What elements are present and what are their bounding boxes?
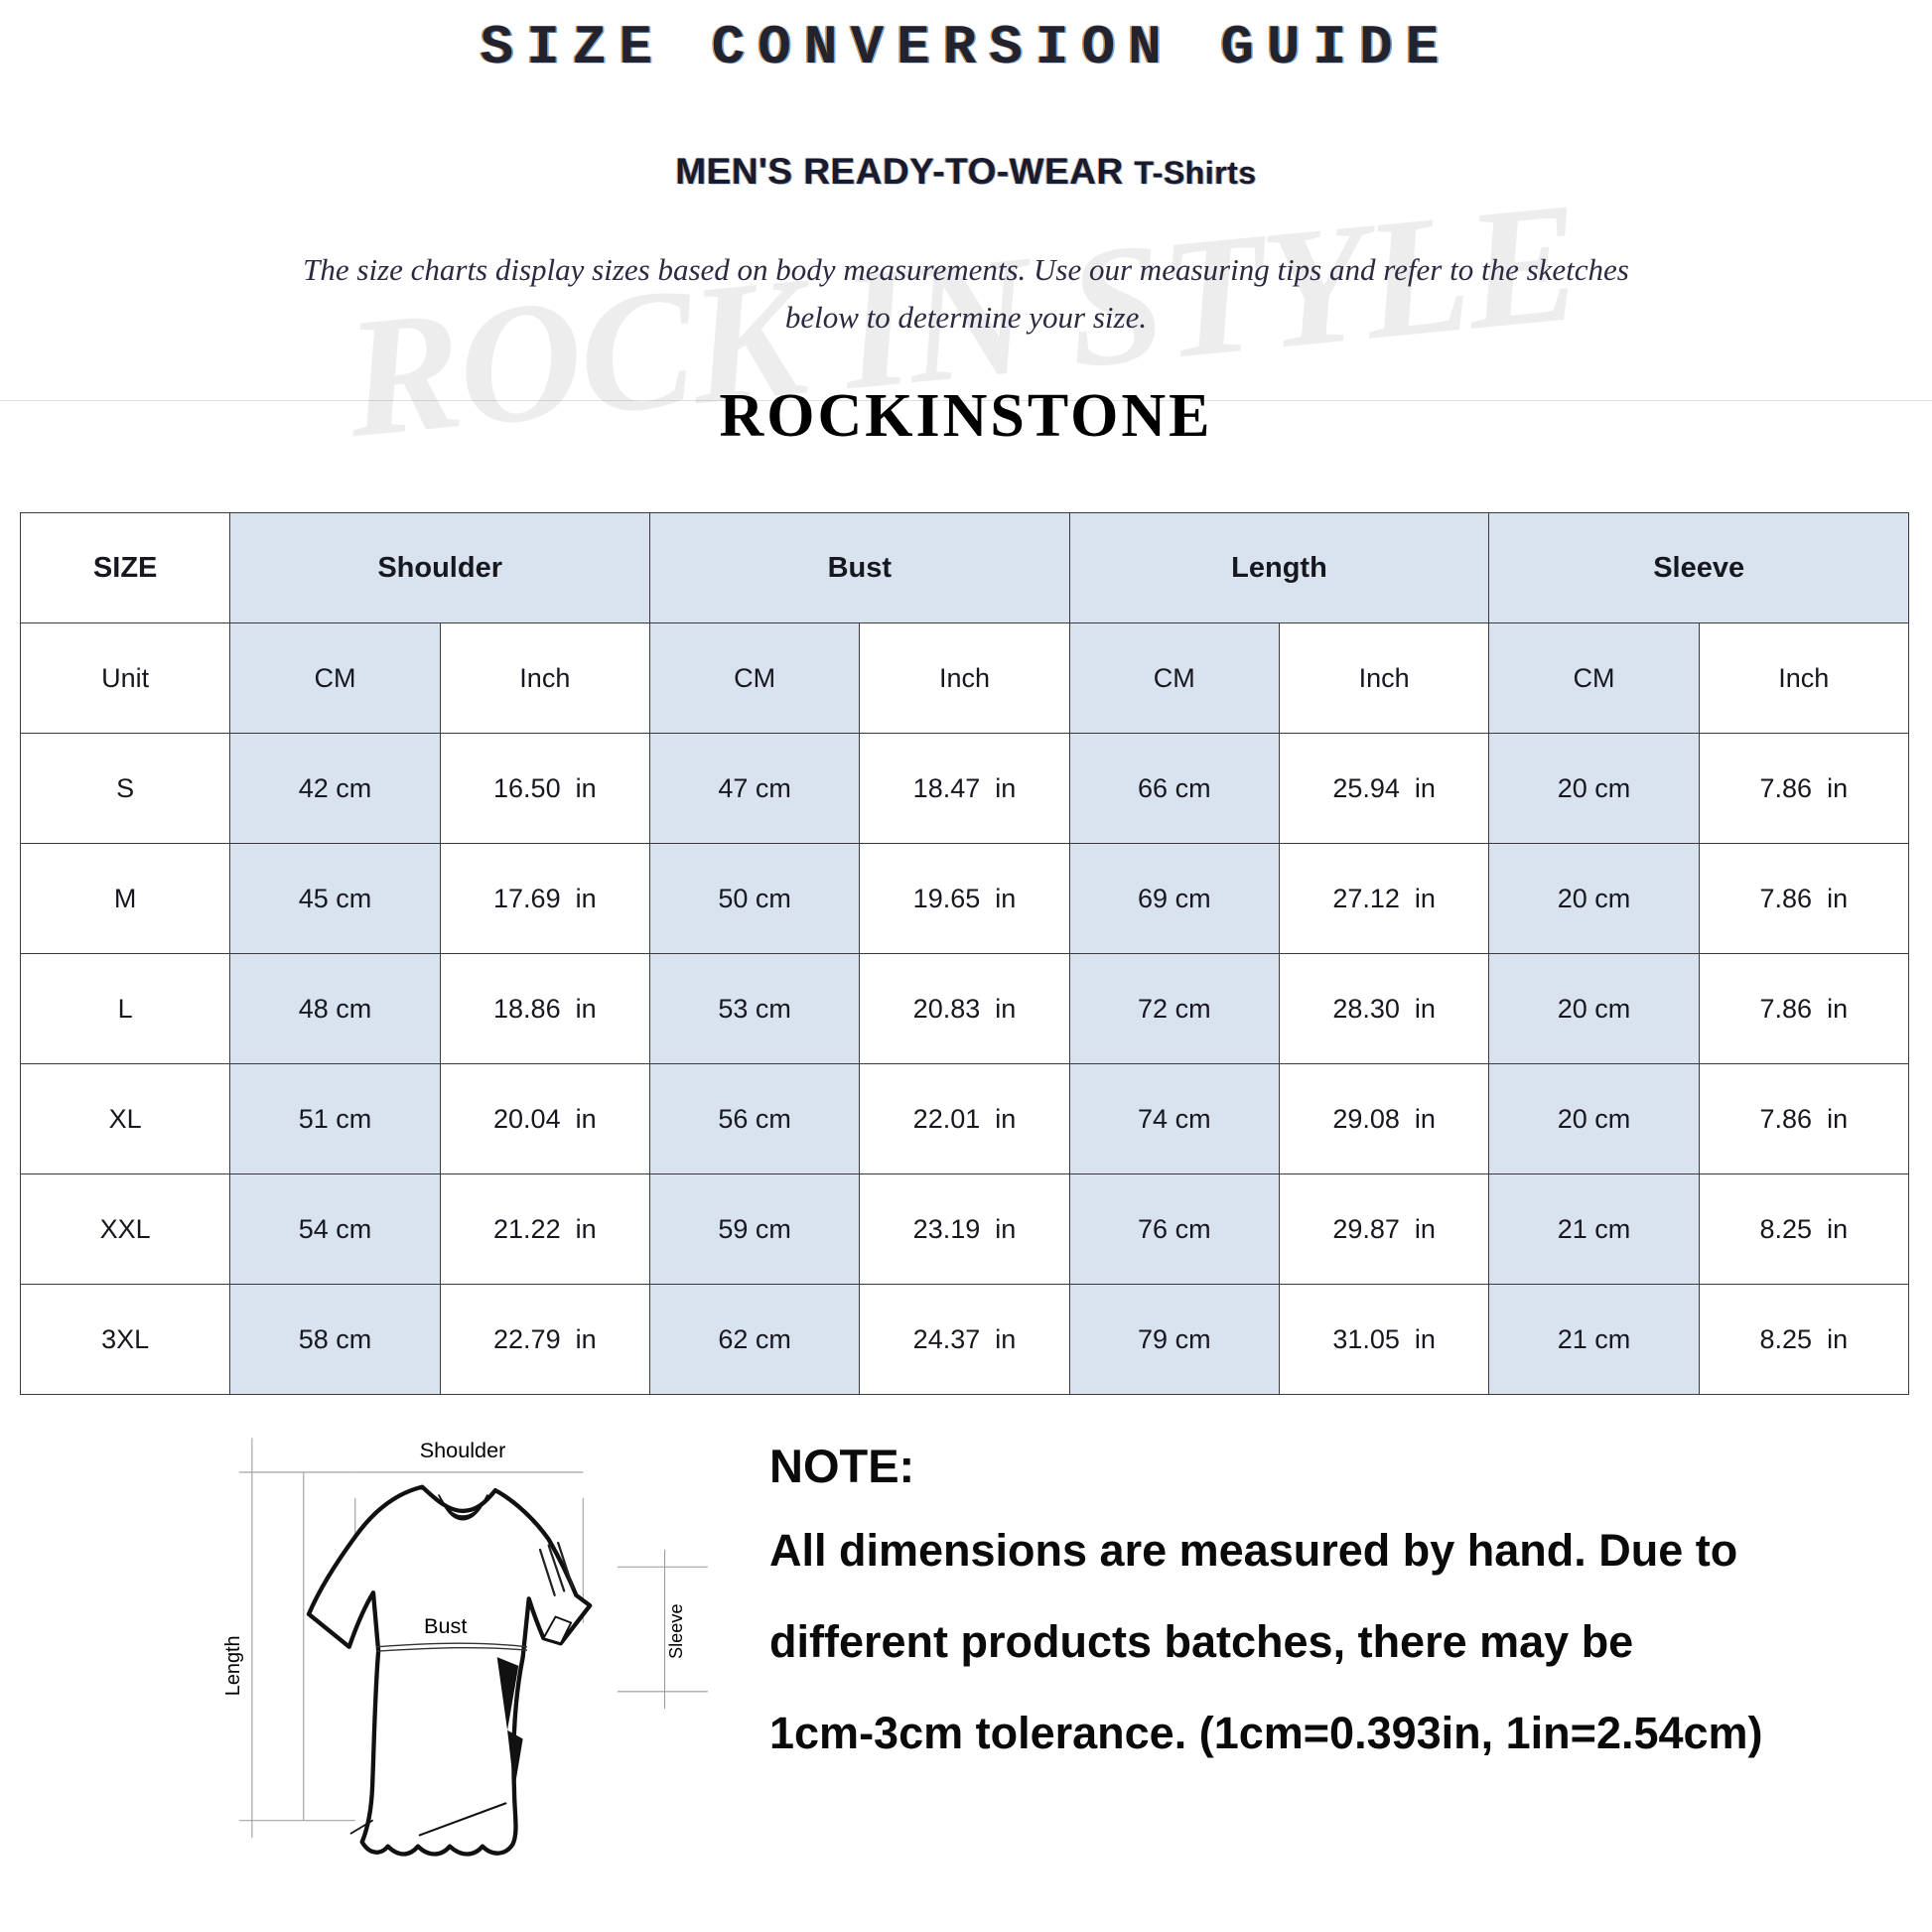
svg-text:Length: Length — [222, 1635, 244, 1696]
svg-text:Sleeve: Sleeve — [666, 1603, 686, 1659]
svg-text:Shoulder: Shoulder — [420, 1438, 506, 1462]
svg-text:Bust: Bust — [424, 1613, 467, 1638]
